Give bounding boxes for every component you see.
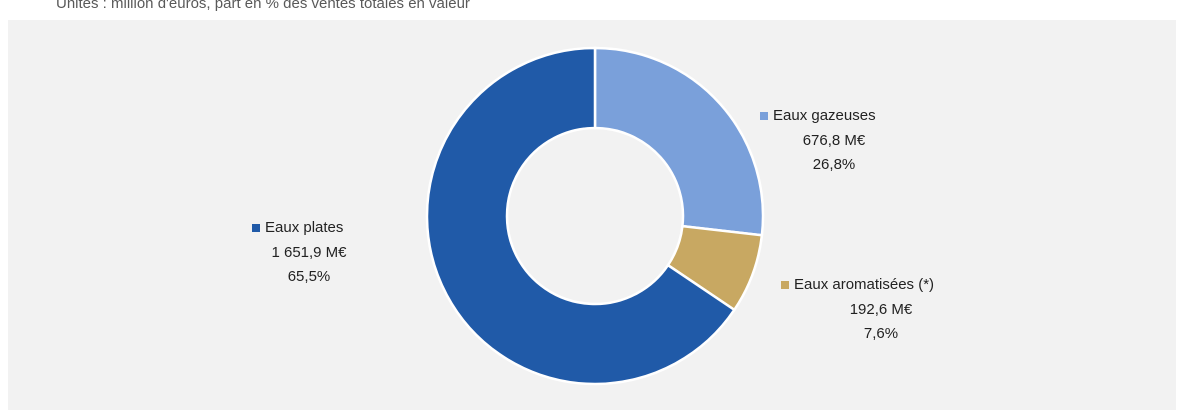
category-label: Eaux gazeuses [773,107,876,124]
value-label: 26,8% [813,156,856,173]
amount-label: 676,8 M€ [803,132,866,149]
value-label: 65,5% [288,268,331,285]
amount-label: 192,6 M€ [850,301,913,318]
value-label: 7,6% [864,325,898,342]
amount-label: 1 651,9 M€ [271,244,347,261]
legend-swatch [252,224,260,232]
category-label: Eaux aromatisées (*) [794,276,934,293]
donut-slice [425,46,737,386]
category-label: Eaux plates [265,219,343,236]
donut-slice [593,46,765,237]
legend-swatch [760,112,768,120]
chart-subtitle: Unités : million d'euros, part en % des … [56,0,470,12]
legend-swatch [781,281,789,289]
